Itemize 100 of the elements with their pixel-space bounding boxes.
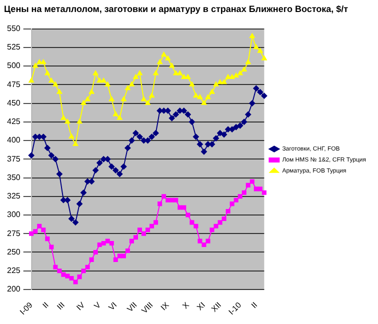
point — [241, 66, 247, 72]
point — [141, 96, 146, 102]
point — [245, 59, 251, 64]
x-tick-label: III — [55, 300, 66, 312]
point — [173, 70, 179, 76]
point — [189, 82, 195, 86]
point — [162, 194, 166, 199]
y-tick-label: 475 — [6, 80, 21, 89]
point — [124, 144, 131, 151]
point — [105, 238, 110, 244]
point — [33, 229, 38, 234]
point — [28, 152, 34, 158]
point — [213, 135, 220, 142]
point — [186, 212, 190, 218]
point — [249, 100, 256, 106]
point — [28, 78, 34, 83]
y-tick-label: 200 — [6, 284, 21, 294]
point — [92, 70, 98, 76]
point — [112, 111, 118, 116]
point — [100, 78, 106, 83]
point — [145, 100, 150, 106]
point — [60, 115, 66, 120]
point — [200, 148, 207, 155]
point — [197, 94, 203, 100]
point — [172, 111, 179, 118]
point — [242, 190, 246, 195]
point — [85, 264, 90, 270]
point — [152, 130, 159, 136]
point — [48, 78, 54, 83]
point — [76, 200, 83, 207]
point — [68, 134, 74, 139]
y-tick-label: 375 — [6, 154, 21, 164]
point — [92, 167, 99, 174]
point — [121, 96, 126, 102]
x-tick-label: IV — [74, 300, 87, 312]
point — [253, 85, 260, 92]
point — [57, 268, 62, 274]
point — [182, 205, 186, 210]
point — [166, 198, 170, 202]
point — [112, 167, 119, 174]
point — [205, 94, 211, 100]
x-tick-label: VII — [125, 300, 139, 314]
point — [113, 257, 118, 262]
point — [56, 89, 62, 94]
point — [52, 82, 58, 86]
x-tick-label: VIII — [140, 300, 155, 316]
point — [41, 228, 46, 232]
point — [178, 205, 182, 210]
point — [137, 70, 142, 76]
point — [222, 216, 226, 221]
point — [246, 182, 250, 188]
point — [69, 276, 74, 281]
y-tick-label: 300 — [6, 210, 21, 220]
x-tick-label: XI — [195, 300, 207, 312]
point — [237, 122, 244, 129]
point — [65, 274, 70, 278]
point — [72, 141, 78, 146]
point — [108, 96, 114, 102]
point — [258, 186, 262, 192]
point — [169, 63, 175, 68]
point — [61, 272, 66, 277]
point — [36, 59, 42, 64]
y-tick-label: 450 — [6, 98, 21, 108]
point — [238, 194, 242, 199]
point — [168, 115, 175, 122]
point — [108, 164, 115, 170]
point — [81, 268, 86, 274]
y-tick-label: 250 — [6, 247, 21, 256]
point — [190, 220, 194, 225]
point — [56, 171, 62, 178]
point — [170, 198, 174, 202]
point — [88, 89, 94, 94]
chart-title: Цены на металлолом, заготовки и арматуру в странах Ближнего Востока, $/т — [4, 4, 349, 14]
point — [116, 171, 123, 178]
point — [161, 52, 166, 57]
x-tick-label: V — [92, 300, 104, 311]
point — [44, 70, 50, 76]
y-tick-label: 275 — [6, 228, 21, 238]
point — [188, 118, 195, 125]
point — [221, 79, 227, 84]
point — [241, 118, 248, 125]
point — [53, 264, 58, 270]
point — [73, 280, 78, 284]
point — [177, 70, 183, 76]
point — [133, 74, 138, 79]
point — [221, 132, 228, 138]
point — [233, 124, 240, 130]
point — [137, 228, 142, 232]
point — [192, 134, 199, 140]
point — [40, 59, 46, 64]
x-tick-label: VI — [106, 300, 119, 312]
x-tick-label: II — [250, 300, 260, 310]
y-tick-label: 350 — [6, 172, 21, 182]
point — [194, 224, 198, 228]
point — [80, 100, 86, 106]
x-tick-label: I-09 — [18, 300, 35, 317]
point — [217, 130, 224, 136]
point — [253, 44, 259, 50]
point — [237, 70, 243, 76]
point — [245, 111, 252, 118]
